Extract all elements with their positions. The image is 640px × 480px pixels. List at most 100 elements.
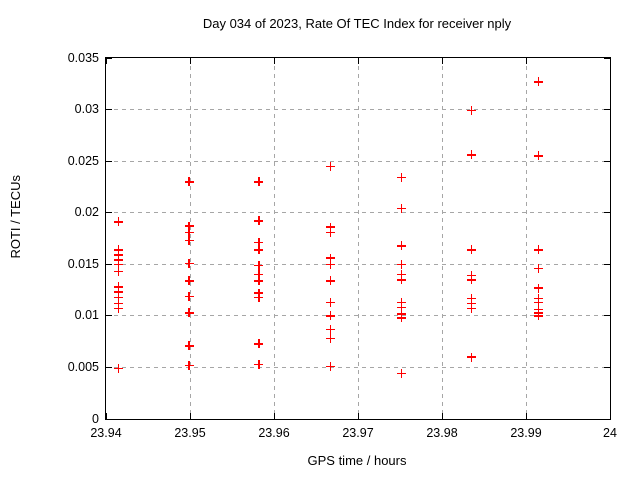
- data-point-marker: [466, 352, 476, 362]
- data-point-marker: [325, 311, 335, 321]
- data-point-marker: [534, 297, 544, 307]
- y-tick-mark: [106, 315, 112, 317]
- data-point-marker: [325, 253, 335, 263]
- data-point-marker: [397, 275, 407, 285]
- data-point-marker: [184, 276, 194, 286]
- y-tick-label: 0.015: [67, 256, 99, 271]
- data-point-marker: [184, 258, 194, 268]
- y-gridline: [106, 263, 610, 265]
- data-point-marker: [254, 270, 264, 280]
- x-gridline: [273, 58, 275, 419]
- y-tick-label: 0.005: [67, 359, 99, 374]
- y-tick-mark: [106, 418, 112, 420]
- x-tick-label: 23.96: [258, 426, 290, 440]
- y-tick-mark: [604, 160, 610, 162]
- x-tick-mark: [357, 413, 359, 419]
- data-point-marker: [254, 260, 264, 270]
- y-tick-mark: [106, 212, 112, 214]
- y-gridline: [106, 366, 610, 368]
- data-point-marker: [114, 292, 124, 302]
- y-tick-mark: [604, 263, 610, 265]
- x-tick-mark: [189, 413, 191, 419]
- x-tick-mark: [273, 58, 275, 64]
- data-point-marker: [184, 236, 194, 246]
- data-point-marker: [534, 245, 544, 255]
- data-point-marker: [184, 177, 194, 187]
- data-point-marker: [466, 150, 476, 160]
- x-tick-mark: [609, 58, 611, 64]
- data-point-marker: [397, 303, 407, 313]
- x-tick-label: 23.94: [90, 426, 122, 440]
- data-point-marker: [254, 238, 264, 248]
- data-point-marker: [114, 259, 124, 269]
- x-tick-mark: [105, 413, 107, 419]
- y-gridline: [106, 212, 610, 214]
- x-tick-mark: [273, 413, 275, 419]
- data-point-marker: [466, 106, 476, 116]
- data-point-marker: [466, 293, 476, 303]
- y-tick-label: 0: [92, 411, 99, 426]
- data-point-marker: [397, 204, 407, 214]
- data-point-marker: [114, 267, 124, 276]
- data-point-marker: [466, 245, 476, 255]
- x-gridline: [441, 58, 443, 419]
- data-point-marker: [325, 222, 335, 232]
- data-point-marker: [534, 263, 544, 273]
- data-point-marker: [254, 216, 264, 226]
- y-tick-mark: [106, 160, 112, 162]
- x-tick-mark: [189, 58, 191, 64]
- x-tick-mark: [441, 413, 443, 419]
- data-point-marker: [397, 241, 407, 251]
- data-point-marker: [325, 227, 335, 237]
- data-point-marker: [397, 270, 407, 280]
- data-point-marker: [534, 283, 544, 293]
- y-tick-mark: [604, 418, 610, 420]
- data-point-marker: [325, 324, 335, 334]
- data-point-marker: [254, 276, 264, 286]
- data-point-marker: [534, 151, 544, 161]
- x-gridline: [357, 58, 359, 419]
- data-point-marker: [325, 276, 335, 286]
- data-point-marker: [254, 292, 264, 302]
- data-point-marker: [114, 250, 124, 260]
- x-tick-label: 23.95: [174, 426, 206, 440]
- y-gridline: [106, 109, 610, 111]
- y-tick-mark: [604, 366, 610, 368]
- data-point-marker: [325, 161, 335, 171]
- x-gridline: [189, 58, 191, 419]
- y-tick-mark: [106, 366, 112, 368]
- data-point-marker: [254, 339, 264, 349]
- data-point-marker: [325, 334, 335, 344]
- y-tick-mark: [604, 109, 610, 111]
- data-point-marker: [114, 298, 124, 308]
- data-point-marker: [397, 313, 407, 323]
- data-point-marker: [325, 361, 335, 371]
- x-tick-label: 23.99: [510, 426, 542, 440]
- data-point-marker: [466, 304, 476, 314]
- y-axis-title: ROTI / TECUs: [8, 175, 23, 259]
- y-gridline: [106, 160, 610, 162]
- data-point-marker: [184, 308, 194, 318]
- x-tick-mark: [105, 58, 107, 64]
- x-tick-mark: [525, 413, 527, 419]
- data-point-marker: [254, 245, 264, 255]
- y-tick-mark: [604, 315, 610, 317]
- x-tick-mark: [525, 58, 527, 64]
- x-tick-mark: [609, 413, 611, 419]
- data-point-marker: [184, 227, 194, 237]
- x-tick-label: 23.98: [426, 426, 458, 440]
- x-gridline: [525, 58, 527, 419]
- data-point-marker: [114, 363, 124, 373]
- x-axis-title: GPS time / hours: [307, 453, 407, 468]
- data-point-marker: [114, 287, 124, 297]
- y-tick-label: 0.01: [74, 308, 99, 323]
- y-tick-mark: [106, 109, 112, 111]
- y-tick-label: 0.025: [67, 153, 99, 168]
- data-point-marker: [397, 297, 407, 307]
- data-point-marker: [184, 360, 194, 370]
- data-point-marker: [254, 359, 264, 369]
- y-tick-label: 0.035: [67, 50, 99, 65]
- data-point-marker: [114, 245, 124, 255]
- data-point-marker: [184, 341, 194, 351]
- data-point-marker: [114, 217, 124, 227]
